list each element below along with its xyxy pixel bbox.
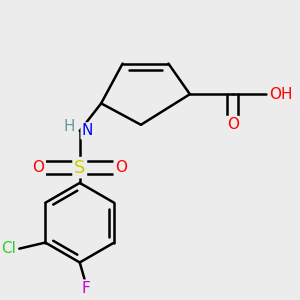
- Text: OH: OH: [269, 87, 293, 102]
- Text: H: H: [63, 119, 75, 134]
- Text: F: F: [82, 281, 90, 296]
- Text: S: S: [74, 159, 85, 177]
- Text: O: O: [115, 160, 127, 175]
- Text: O: O: [32, 160, 44, 175]
- Text: O: O: [227, 117, 239, 132]
- Text: N: N: [82, 123, 93, 138]
- Text: Cl: Cl: [2, 241, 16, 256]
